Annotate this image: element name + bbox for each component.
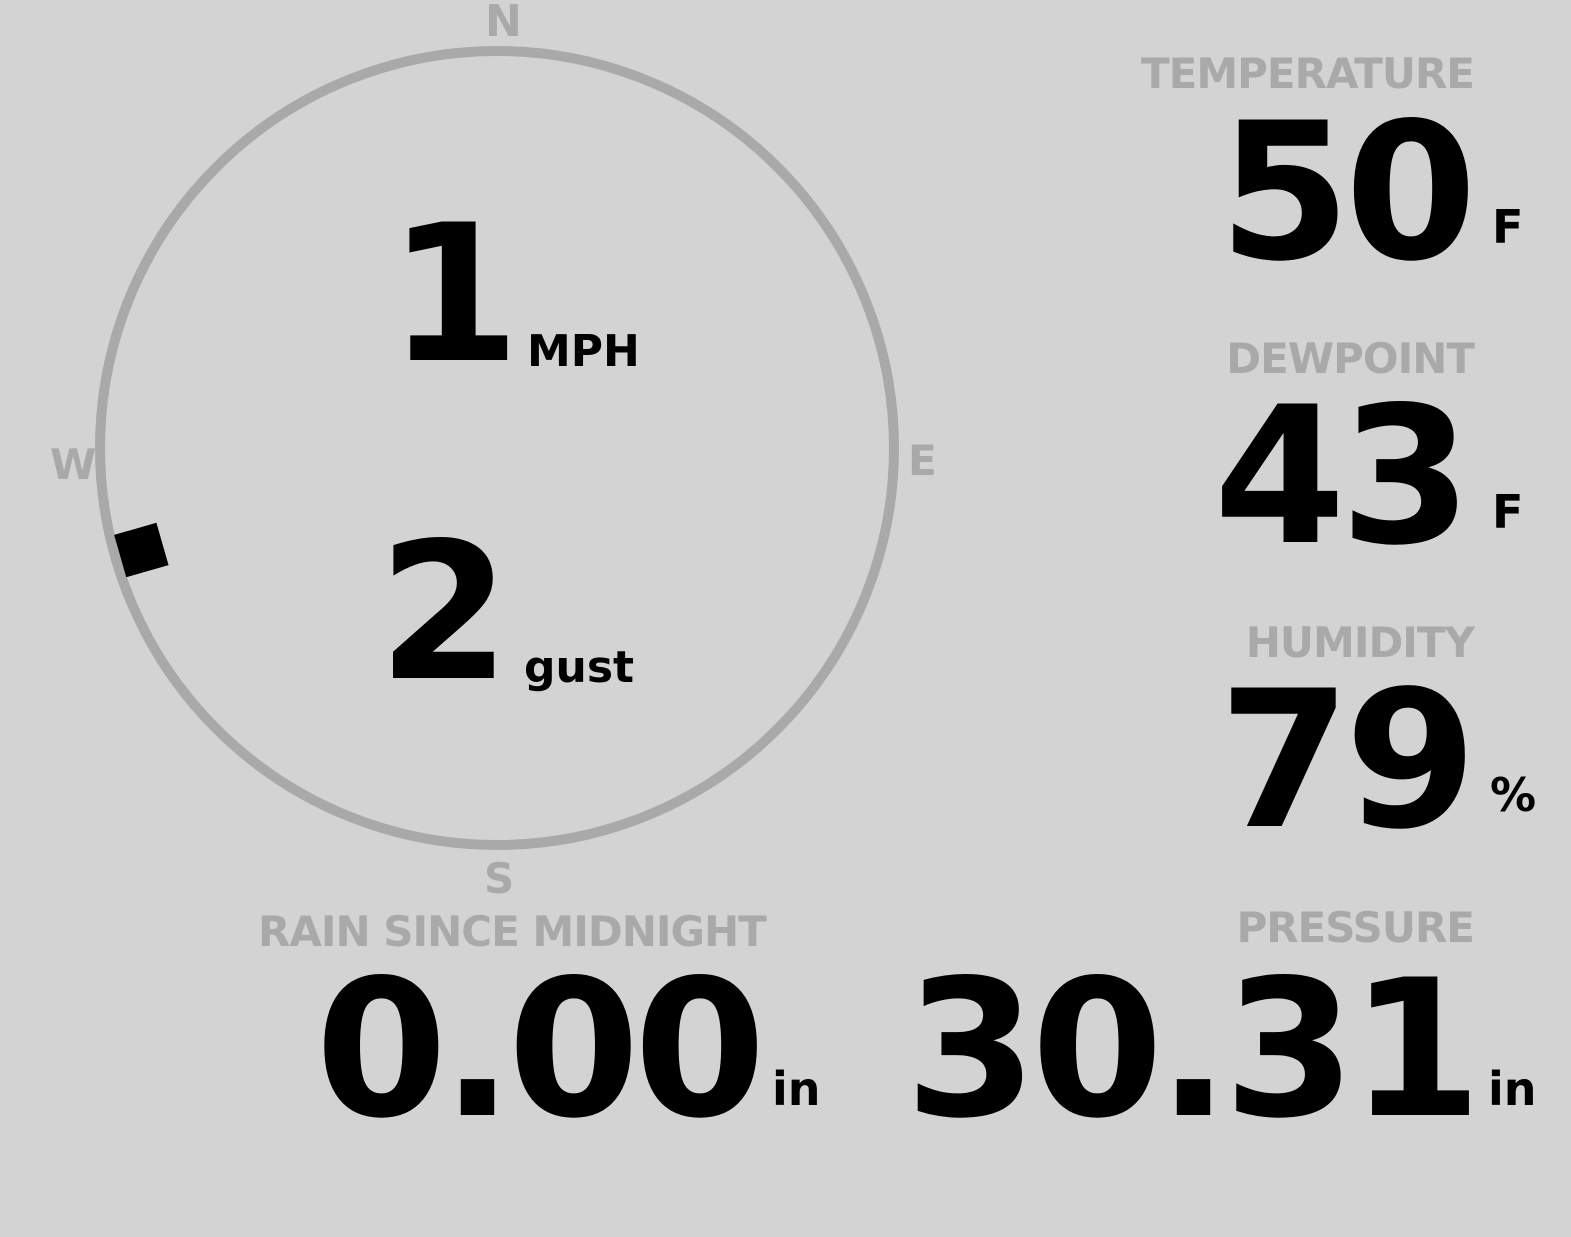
rain-unit: in xyxy=(772,1062,821,1116)
pressure-unit: in xyxy=(1488,1062,1537,1116)
dewpoint-value: 43 xyxy=(1213,366,1472,587)
compass-south: S xyxy=(484,854,515,903)
rain-label: RAIN SINCE MIDNIGHT xyxy=(258,907,767,956)
compass-north: N xyxy=(485,0,522,47)
wind-direction-marker xyxy=(114,522,169,578)
temperature-value: 50 xyxy=(1218,82,1477,303)
wind-speed-value: 1 xyxy=(388,184,520,405)
temperature-label: TEMPERATURE xyxy=(1141,49,1475,98)
rain-value: 0.00 xyxy=(315,939,766,1160)
humidity-label: HUMIDITY xyxy=(1245,618,1475,667)
pressure-value: 30.31 xyxy=(905,939,1482,1160)
wind-gust-unit: gust xyxy=(524,642,635,693)
pressure-label: PRESSURE xyxy=(1236,903,1475,952)
humidity-value: 79 xyxy=(1218,650,1477,871)
dewpoint-label: DEWPOINT xyxy=(1226,334,1475,383)
wind-speed-unit: MPH xyxy=(527,326,640,377)
compass-east: E xyxy=(908,436,937,485)
compass-west: W xyxy=(50,440,97,489)
dewpoint-unit: F xyxy=(1492,485,1524,539)
compass-ring xyxy=(95,46,899,850)
wind-gust-value: 2 xyxy=(378,502,510,723)
humidity-unit: % xyxy=(1490,768,1537,822)
temperature-unit: F xyxy=(1492,200,1524,254)
